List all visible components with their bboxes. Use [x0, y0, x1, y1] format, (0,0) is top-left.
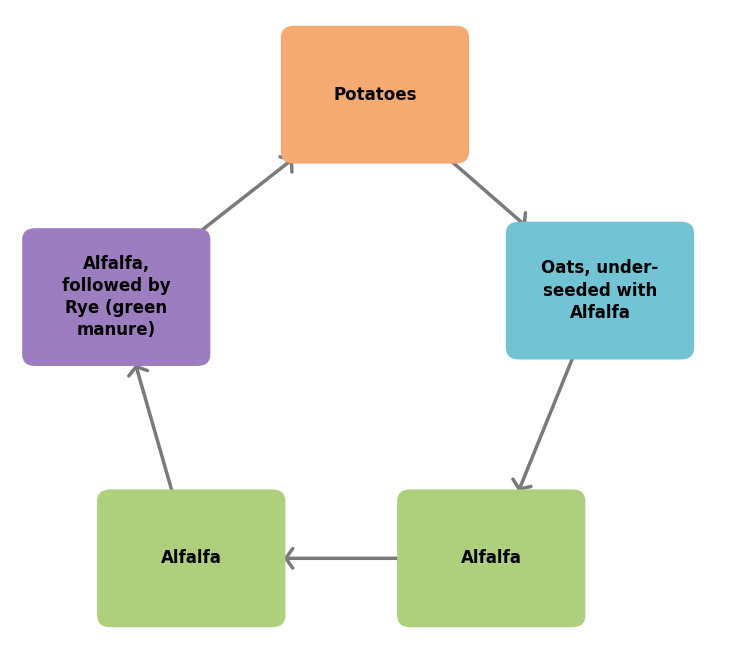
Text: Alfalfa: Alfalfa [160, 549, 222, 567]
Text: Alfalfa,
followed by
Rye (green
manure): Alfalfa, followed by Rye (green manure) [62, 255, 170, 340]
FancyBboxPatch shape [506, 222, 694, 359]
FancyBboxPatch shape [280, 26, 470, 163]
FancyBboxPatch shape [98, 490, 286, 627]
FancyBboxPatch shape [398, 490, 585, 627]
FancyBboxPatch shape [22, 228, 210, 366]
Text: Oats, under-
seeded with
Alfalfa: Oats, under- seeded with Alfalfa [542, 259, 658, 322]
Text: Alfalfa: Alfalfa [460, 549, 522, 567]
Text: Potatoes: Potatoes [333, 86, 417, 104]
